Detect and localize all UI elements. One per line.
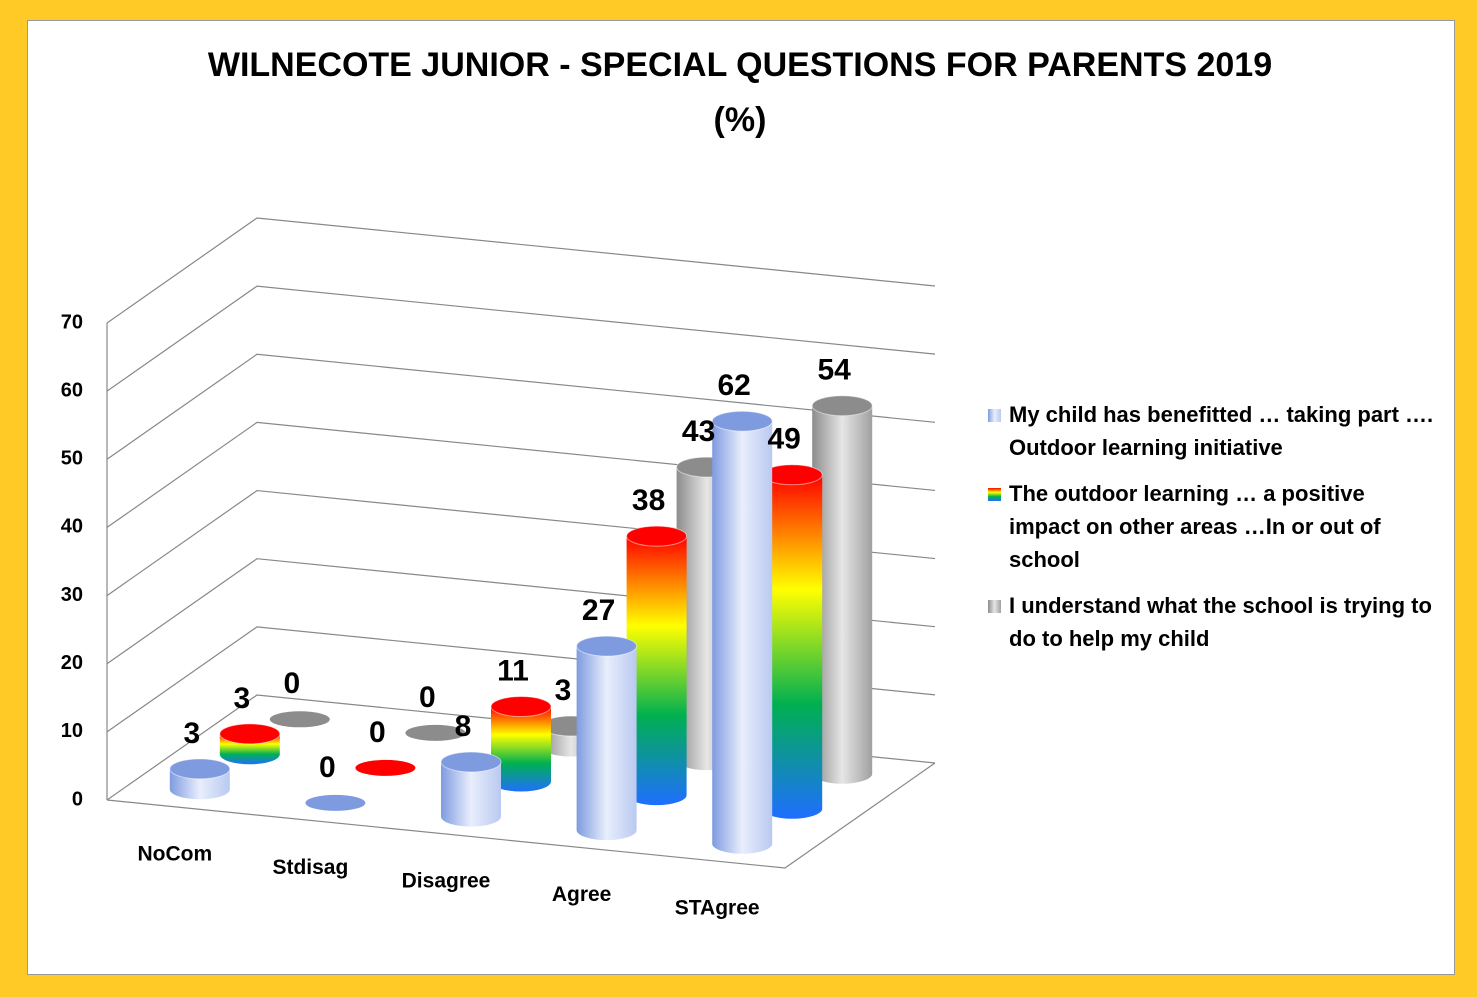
data-label: 38	[632, 484, 665, 517]
bar	[812, 405, 873, 784]
floor-edge	[106, 762, 936, 869]
x-tick-label: Agree	[552, 883, 612, 906]
data-label: 0	[319, 751, 336, 784]
data-label: 8	[455, 710, 472, 743]
x-tick-label: Disagree	[402, 870, 491, 893]
y-tick-label: 10	[61, 720, 83, 742]
data-label: 3	[233, 682, 250, 715]
data-label: 11	[497, 654, 529, 687]
bar	[441, 761, 501, 827]
bar	[626, 536, 687, 806]
bar	[576, 646, 637, 841]
legend-entry: I understand what the school is trying t…	[988, 589, 1438, 655]
bar-top	[626, 525, 688, 547]
data-label: 0	[369, 716, 386, 749]
bar-top	[219, 723, 281, 745]
legend: My child has benefitted … taking part ….…	[988, 398, 1438, 668]
chart-subtitle: (%)	[714, 101, 767, 139]
y-tick-label: 50	[61, 448, 83, 470]
data-label: 0	[419, 681, 436, 714]
data-label: 43	[682, 415, 715, 448]
bar-top	[711, 410, 773, 432]
data-label: 49	[768, 423, 801, 456]
bar	[305, 794, 366, 811]
grid-line	[106, 353, 936, 460]
legend-entry: My child has benefitted … taking part ….…	[988, 398, 1438, 464]
bar	[762, 474, 823, 819]
chart-title: WILNECOTE JUNIOR - SPECIAL QUESTIONS FOR…	[208, 46, 1272, 84]
bar-top	[490, 696, 552, 718]
bar-top	[576, 635, 638, 657]
y-tick-label: 60	[61, 379, 83, 401]
legend-entry: The outdoor learning … a positive impact…	[988, 477, 1438, 576]
y-tick-label: 30	[61, 584, 83, 606]
bar-top	[440, 751, 502, 773]
y-tick-label: 20	[61, 652, 83, 674]
legend-label: The outdoor learning … a positive impact…	[1009, 481, 1381, 572]
data-label: 3	[183, 717, 200, 750]
bar	[405, 724, 466, 741]
data-label: 3	[555, 674, 572, 707]
x-tick-label: NoCom	[137, 842, 212, 865]
bar	[491, 706, 551, 792]
bar	[712, 421, 773, 854]
grid-line	[106, 217, 936, 324]
data-label: 0	[283, 667, 300, 700]
bar-top	[169, 758, 231, 780]
legend-swatch	[988, 488, 1001, 501]
y-tick-label: 70	[61, 311, 83, 333]
data-label: 54	[818, 354, 852, 387]
x-tick-label: Stdisag	[272, 856, 348, 879]
legend-label: I understand what the school is trying t…	[1009, 593, 1432, 651]
bar	[355, 759, 416, 776]
legend-label: My child has benefitted … taking part ….…	[1009, 402, 1434, 460]
legend-swatch	[988, 409, 1001, 422]
grid-line	[106, 285, 936, 392]
data-label: 27	[582, 594, 615, 627]
y-tick-label: 0	[72, 788, 83, 810]
bar-top	[811, 395, 873, 417]
y-tick-label: 40	[61, 516, 83, 538]
data-label: 62	[718, 369, 751, 402]
legend-swatch	[988, 600, 1001, 613]
bar	[269, 711, 330, 728]
x-tick-label: STAgree	[675, 897, 760, 920]
